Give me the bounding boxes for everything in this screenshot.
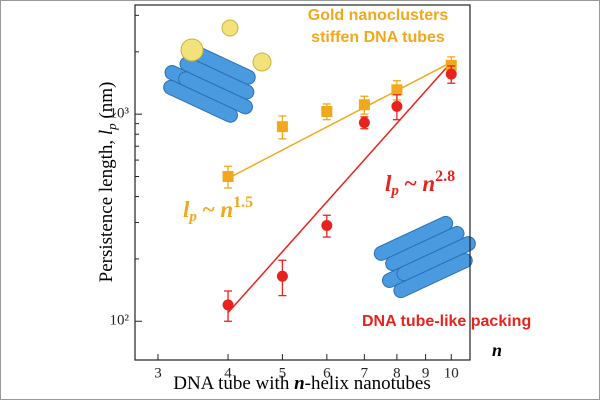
tube-icon-gold <box>163 19 272 123</box>
fit-line <box>227 61 452 314</box>
x-tick-label: 6 <box>323 365 331 381</box>
fit-label-part: 1.5 <box>233 194 253 211</box>
tube-icon-packing <box>373 215 476 299</box>
x-tick-label: 9 <box>422 365 430 381</box>
x-tick-label: 5 <box>279 365 287 381</box>
point <box>445 68 457 80</box>
x-tick-label: 4 <box>224 365 232 381</box>
point <box>391 100 403 112</box>
y-tick-label: 10³ <box>110 106 130 122</box>
point <box>222 170 234 182</box>
point <box>276 270 288 282</box>
point <box>276 121 288 133</box>
fit-label: lp ~ n2.8 <box>385 168 455 200</box>
x-axis-symbol: n <box>492 340 502 360</box>
x-tick-label: 8 <box>393 365 401 381</box>
fit-label: lp ~ n1.5 <box>183 194 253 226</box>
annotation: stiffen DNA tubes <box>311 29 445 46</box>
y-axis-label: Persistence length, lp (nm) <box>96 82 119 283</box>
fit-label-part: l <box>183 197 190 222</box>
fit-label-part: n <box>220 197 233 222</box>
point <box>358 117 370 129</box>
x-tick-label: 7 <box>361 365 369 381</box>
y-tick-label: 10² <box>110 313 130 329</box>
point <box>321 105 333 117</box>
point <box>222 299 234 311</box>
fit-line <box>227 61 452 179</box>
fit-label-part: p <box>389 183 399 199</box>
plot-frame <box>134 4 471 361</box>
annotation: Gold nanoclusters <box>308 7 449 24</box>
fit-label-part: n <box>422 171 435 196</box>
point <box>358 99 370 111</box>
annotation: DNA tube-like packing <box>362 313 531 330</box>
fit-label-part: l <box>385 171 392 196</box>
fit-label-part: ~ <box>197 197 220 222</box>
x-tick-label: 3 <box>154 365 162 381</box>
fit-label-part: p <box>187 209 197 225</box>
x-tick-label: 10 <box>444 365 459 381</box>
point <box>391 84 403 96</box>
point <box>321 219 333 231</box>
fit-label-part: ~ <box>399 171 422 196</box>
fit-label-part: 2.8 <box>435 168 455 185</box>
x-axis-label: DNA tube with n-helix nanotubes <box>173 373 431 394</box>
